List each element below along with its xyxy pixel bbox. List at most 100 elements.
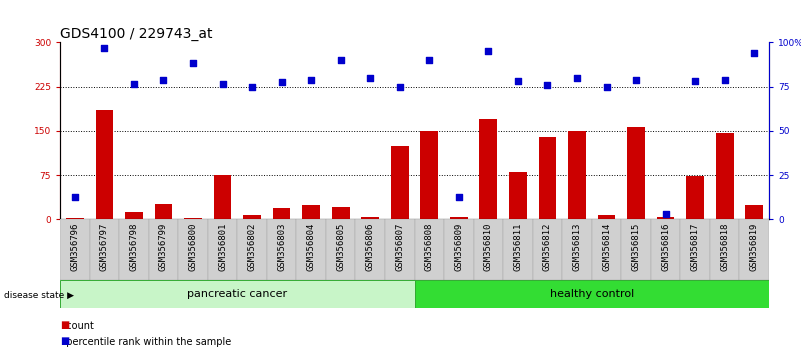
Bar — [60, 219, 90, 280]
Bar — [149, 219, 178, 280]
Bar — [361, 217, 379, 219]
Bar — [332, 206, 349, 219]
Bar — [155, 204, 172, 219]
Text: percentile rank within the sample: percentile rank within the sample — [60, 337, 231, 347]
Point — [98, 46, 111, 51]
Bar — [739, 219, 769, 280]
Point — [276, 79, 288, 85]
Bar — [745, 205, 763, 219]
Text: GSM356799: GSM356799 — [159, 222, 168, 271]
Point — [482, 48, 495, 54]
Text: count: count — [60, 321, 94, 331]
Bar — [598, 215, 615, 219]
Bar — [119, 219, 149, 280]
Text: GSM356800: GSM356800 — [188, 222, 198, 271]
Text: GSM356806: GSM356806 — [366, 222, 375, 271]
Bar — [444, 219, 473, 280]
Point — [453, 194, 465, 200]
Bar — [178, 219, 207, 280]
Point — [187, 60, 199, 66]
Point — [127, 81, 140, 87]
Point — [630, 77, 642, 82]
Text: GSM356796: GSM356796 — [70, 222, 79, 271]
Point — [216, 81, 229, 87]
Bar — [244, 215, 261, 219]
Bar — [356, 219, 385, 280]
Bar — [237, 219, 267, 280]
Bar — [533, 219, 562, 280]
Point — [512, 78, 525, 84]
Text: GSM356803: GSM356803 — [277, 222, 286, 271]
Point — [423, 57, 436, 63]
Bar — [391, 146, 409, 219]
Bar — [385, 219, 415, 280]
Text: GSM356808: GSM356808 — [425, 222, 434, 271]
Bar — [710, 219, 739, 280]
Text: ■: ■ — [60, 336, 70, 346]
Bar — [66, 218, 83, 219]
Bar — [267, 219, 296, 280]
Bar — [592, 219, 622, 280]
Bar — [90, 219, 119, 280]
Point — [659, 211, 672, 216]
Bar — [538, 137, 556, 219]
Bar — [207, 219, 237, 280]
Bar — [450, 217, 468, 219]
Point — [68, 194, 81, 200]
Bar — [125, 212, 143, 219]
Point — [246, 84, 259, 90]
Bar — [415, 219, 444, 280]
Text: GSM356804: GSM356804 — [307, 222, 316, 271]
Text: GSM356817: GSM356817 — [690, 222, 699, 271]
Point — [393, 84, 406, 90]
Bar — [421, 131, 438, 219]
Bar — [650, 219, 680, 280]
Point — [364, 75, 376, 81]
Text: ■: ■ — [60, 320, 70, 330]
Bar — [296, 219, 326, 280]
Point — [748, 50, 761, 55]
Bar — [627, 127, 645, 219]
Bar — [622, 219, 650, 280]
Bar — [716, 133, 734, 219]
Bar — [568, 131, 586, 219]
Text: GSM356802: GSM356802 — [248, 222, 256, 271]
Point — [334, 57, 347, 63]
Text: GSM356819: GSM356819 — [750, 222, 759, 271]
Text: GSM356816: GSM356816 — [661, 222, 670, 271]
Text: GSM356811: GSM356811 — [513, 222, 522, 271]
Bar — [503, 219, 533, 280]
Bar — [214, 175, 231, 219]
Text: GSM356798: GSM356798 — [130, 222, 139, 271]
Bar — [415, 280, 769, 308]
Bar — [657, 217, 674, 219]
Text: healthy control: healthy control — [549, 289, 634, 299]
Text: GSM356812: GSM356812 — [543, 222, 552, 271]
Bar — [509, 172, 527, 219]
Bar — [272, 208, 291, 219]
Bar — [95, 110, 113, 219]
Bar — [480, 119, 497, 219]
Point — [689, 78, 702, 84]
Text: GSM356814: GSM356814 — [602, 222, 611, 271]
Bar — [686, 176, 704, 219]
Point — [600, 84, 613, 90]
Text: GSM356810: GSM356810 — [484, 222, 493, 271]
Text: GSM356797: GSM356797 — [100, 222, 109, 271]
Point — [718, 77, 731, 82]
Bar — [473, 219, 503, 280]
Text: disease state ▶: disease state ▶ — [4, 291, 74, 300]
Text: GDS4100 / 229743_at: GDS4100 / 229743_at — [60, 28, 212, 41]
Bar — [326, 219, 356, 280]
Text: GSM356818: GSM356818 — [720, 222, 729, 271]
Point — [157, 77, 170, 82]
Text: GSM356805: GSM356805 — [336, 222, 345, 271]
Text: pancreatic cancer: pancreatic cancer — [187, 289, 288, 299]
Text: GSM356807: GSM356807 — [395, 222, 405, 271]
Text: GSM356809: GSM356809 — [454, 222, 463, 271]
Text: GSM356815: GSM356815 — [631, 222, 641, 271]
Bar — [680, 219, 710, 280]
Text: GSM356801: GSM356801 — [218, 222, 227, 271]
Bar — [184, 218, 202, 219]
Point — [541, 82, 553, 88]
